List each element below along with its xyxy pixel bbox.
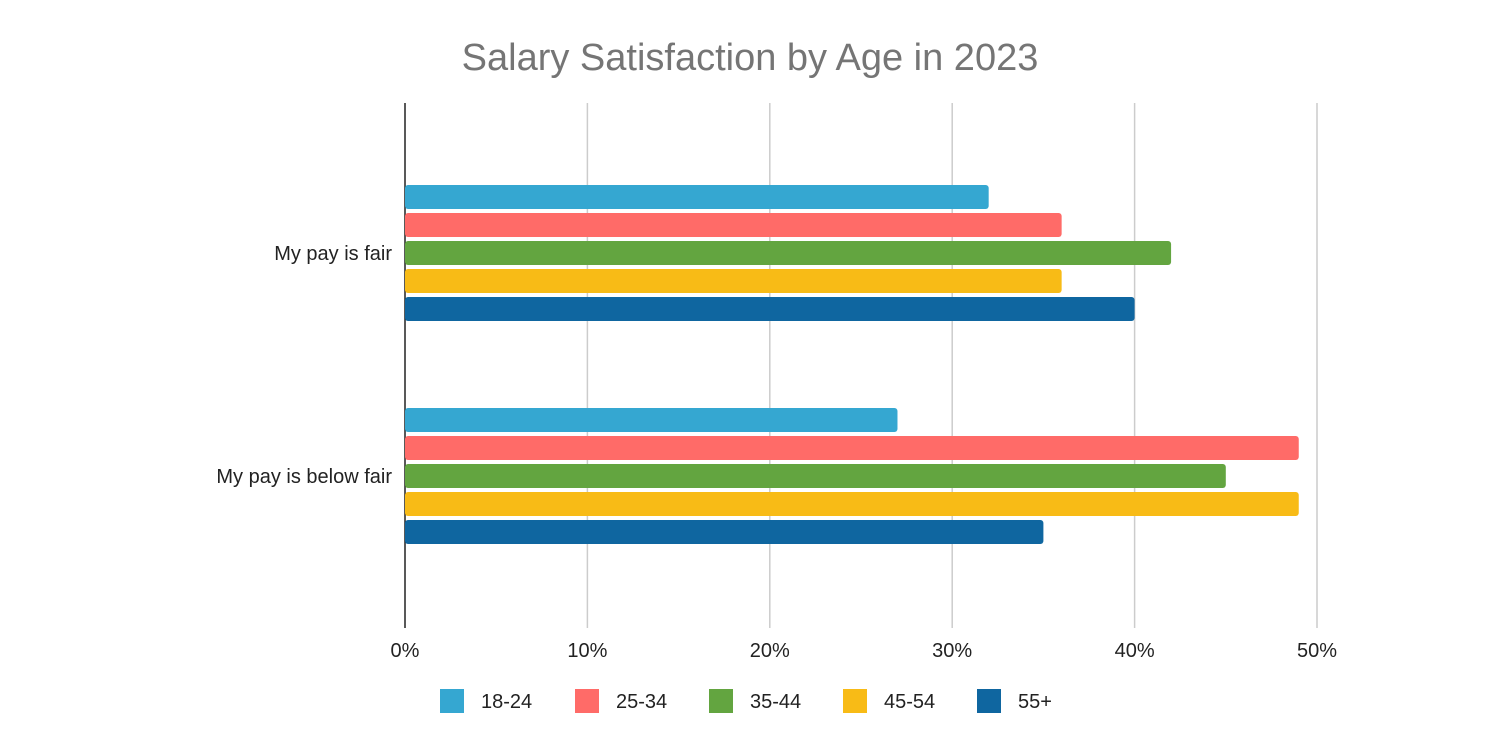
x-tick-label: 50% <box>1297 640 1337 662</box>
chart-title: Salary Satisfaction by Age in 2023 <box>462 37 1039 79</box>
x-tick-label: 0% <box>391 640 420 662</box>
bar <box>405 520 1044 544</box>
bar <box>405 464 1226 488</box>
category-label: My pay is below fair <box>216 466 392 488</box>
x-tick-label: 20% <box>750 640 790 662</box>
x-tick-label: 40% <box>1115 640 1155 662</box>
bar <box>405 297 1135 321</box>
legend-label: 55+ <box>1018 691 1052 713</box>
bar <box>405 269 1062 293</box>
legend-label: 18-24 <box>481 691 532 713</box>
bar <box>405 185 989 209</box>
legend-swatch <box>843 689 867 713</box>
category-label: My pay is fair <box>274 243 392 265</box>
legend-label: 45-54 <box>884 691 935 713</box>
x-tick-label: 30% <box>932 640 972 662</box>
bar <box>405 213 1062 237</box>
x-tick-label: 10% <box>567 640 607 662</box>
legend-label: 25-34 <box>616 691 667 713</box>
legend-swatch <box>575 689 599 713</box>
legend-label: 35-44 <box>750 691 801 713</box>
bar <box>405 241 1172 265</box>
legend-swatch <box>709 689 733 713</box>
bar <box>405 408 898 432</box>
bar <box>405 436 1299 460</box>
bar <box>405 492 1299 516</box>
legend-swatch <box>977 689 1001 713</box>
legend-swatch <box>440 689 464 713</box>
